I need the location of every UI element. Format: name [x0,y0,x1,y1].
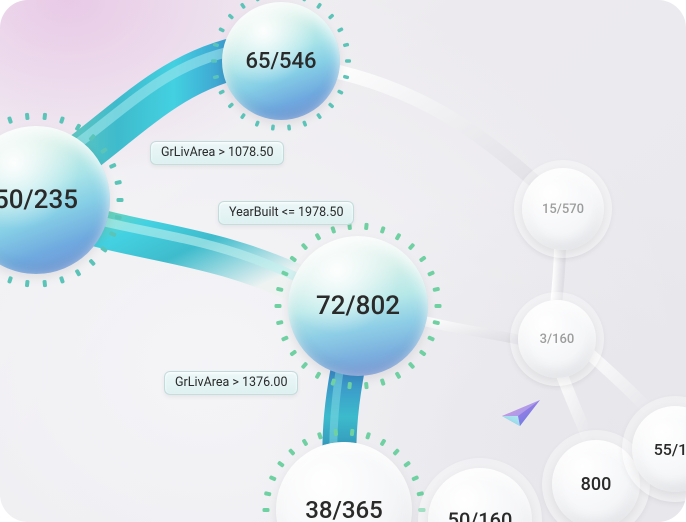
node-label: 55/16 [654,440,686,459]
node-label: 800 [581,474,612,495]
node-label: 72/802 [316,291,400,321]
edge-condition-2: YearBuilt <= 1978.50 [218,201,354,225]
tree-diagram-canvas: 50/235 65/546 72/802 38/365 15/570 3/160… [0,0,686,522]
edge-condition-1: GrLivArea > 1078.50 [150,141,284,165]
condition-text: YearBuilt <= 1978.50 [229,205,343,220]
node-label: 65/546 [245,49,316,74]
condition-text: GrLivArea > 1376.00 [175,375,287,390]
node-15-570[interactable]: 15/570 [522,168,604,250]
node-50-235[interactable]: 50/235 [0,126,110,274]
node-label: 50/160 [448,508,513,522]
edge-condition-3: GrLivArea > 1376.00 [164,371,298,395]
node-label: 50/235 [0,185,78,215]
node-label: 38/365 [305,496,383,522]
node-38-365[interactable]: 38/365 [276,442,412,522]
node-3-160[interactable]: 3/160 [518,300,596,378]
condition-text: GrLivArea > 1078.50 [161,145,273,160]
node-label: 15/570 [542,202,584,217]
cursor-arrow-icon [498,386,544,432]
node-50-160[interactable]: 50/160 [428,468,532,522]
node-label: 3/160 [540,332,575,347]
node-72-802[interactable]: 72/802 [288,236,428,376]
node-65-546[interactable]: 65/546 [222,2,340,120]
node-800[interactable]: 800 [552,440,640,522]
node-55-16[interactable]: 55/16 [632,406,686,492]
